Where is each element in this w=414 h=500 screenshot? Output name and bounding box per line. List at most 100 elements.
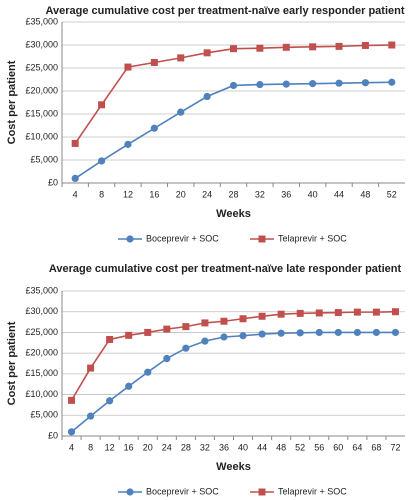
marker [239, 315, 247, 323]
marker [163, 325, 171, 333]
x-tick-label: 60 [333, 442, 343, 452]
marker [97, 157, 106, 165]
x-tick-label: 24 [162, 442, 172, 452]
y-tick-label: £20,000 [25, 85, 58, 95]
y-tick-label: £0 [48, 430, 58, 440]
marker [150, 124, 158, 132]
x-tick-label: 8 [88, 442, 93, 452]
x-tick-label: 36 [281, 189, 291, 199]
marker [315, 328, 323, 337]
marker [372, 328, 381, 337]
x-tick-label: 8 [99, 189, 104, 199]
marker [126, 488, 134, 496]
y-tick-label: £35,000 [25, 285, 58, 295]
marker [309, 80, 317, 88]
x-tick-label: 52 [295, 442, 305, 452]
marker [229, 81, 238, 90]
marker [361, 41, 369, 49]
x-tick-label: 20 [143, 442, 153, 452]
x-axis-title: Weeks [216, 461, 251, 473]
x-tick-label: 48 [276, 442, 286, 452]
marker [203, 49, 211, 57]
marker [203, 92, 211, 101]
marker [239, 332, 247, 340]
marker [177, 54, 185, 62]
x-tick-label: 52 [387, 189, 397, 199]
legend-label: Telaprevir + SOC [278, 233, 347, 243]
series-line [71, 331, 396, 433]
marker [201, 319, 209, 327]
y-tick-label: £5,000 [30, 410, 58, 420]
series-line [70, 310, 396, 401]
marker [315, 309, 323, 317]
marker [391, 308, 399, 316]
x-axis-title: Weeks [216, 208, 251, 220]
marker [335, 42, 343, 50]
marker [106, 335, 114, 343]
marker [124, 63, 132, 71]
marker [230, 45, 237, 53]
x-tick-label: 40 [238, 442, 248, 452]
y-tick-label: £0 [48, 177, 58, 187]
marker [220, 333, 228, 341]
y-tick-label: £10,000 [25, 131, 58, 141]
marker [177, 108, 185, 116]
chart: Average cumulative cost per treatment-na… [6, 5, 405, 243]
marker [334, 328, 342, 337]
y-tick-label: £30,000 [25, 39, 58, 49]
marker [126, 235, 134, 243]
marker [335, 79, 343, 87]
marker [353, 308, 361, 316]
marker [144, 368, 152, 376]
x-tick-label: 68 [371, 442, 381, 452]
y-tick-label: £5,000 [30, 154, 58, 164]
marker [391, 328, 400, 337]
marker [67, 428, 76, 436]
marker [258, 235, 266, 243]
marker [163, 354, 171, 363]
x-tick-label: 48 [360, 189, 370, 199]
x-tick-label: 12 [105, 442, 115, 452]
x-tick-label: 56 [314, 442, 324, 452]
x-tick-label: 12 [123, 189, 133, 199]
marker [220, 317, 228, 325]
marker [106, 397, 114, 405]
marker [282, 80, 290, 88]
marker [372, 308, 380, 316]
marker [258, 330, 266, 338]
marker [150, 58, 158, 66]
marker [258, 312, 266, 320]
x-tick-label: 44 [257, 442, 267, 452]
marker [388, 78, 396, 86]
marker [125, 382, 133, 390]
marker [256, 80, 264, 89]
marker [125, 331, 133, 339]
x-tick-label: 16 [149, 189, 159, 199]
marker [124, 140, 132, 148]
marker [277, 310, 285, 318]
x-tick-label: 24 [202, 189, 212, 199]
x-tick-label: 36 [219, 442, 229, 452]
marker [201, 337, 209, 345]
y-tick-label: £15,000 [25, 108, 58, 118]
chart: Average cumulative cost per treatment-na… [6, 263, 405, 496]
series-line [74, 81, 392, 180]
x-tick-label: 72 [390, 442, 400, 452]
x-tick-label: 28 [181, 442, 191, 452]
x-tick-label: 16 [124, 442, 134, 452]
x-tick-label: 4 [73, 189, 78, 199]
legend-label: Boceprevir + SOC [146, 233, 219, 243]
marker [296, 329, 304, 337]
y-tick-label: £35,000 [25, 16, 58, 26]
series-line [74, 44, 392, 144]
y-tick-label: £15,000 [25, 368, 58, 378]
marker [353, 328, 361, 337]
y-axis-title: Cost per patient [6, 60, 18, 144]
marker [71, 139, 79, 147]
y-tick-label: £10,000 [25, 389, 58, 399]
marker [144, 328, 152, 336]
legend-label: Boceprevir + SOC [146, 486, 219, 496]
marker [388, 41, 396, 49]
y-tick-label: £25,000 [25, 62, 58, 72]
